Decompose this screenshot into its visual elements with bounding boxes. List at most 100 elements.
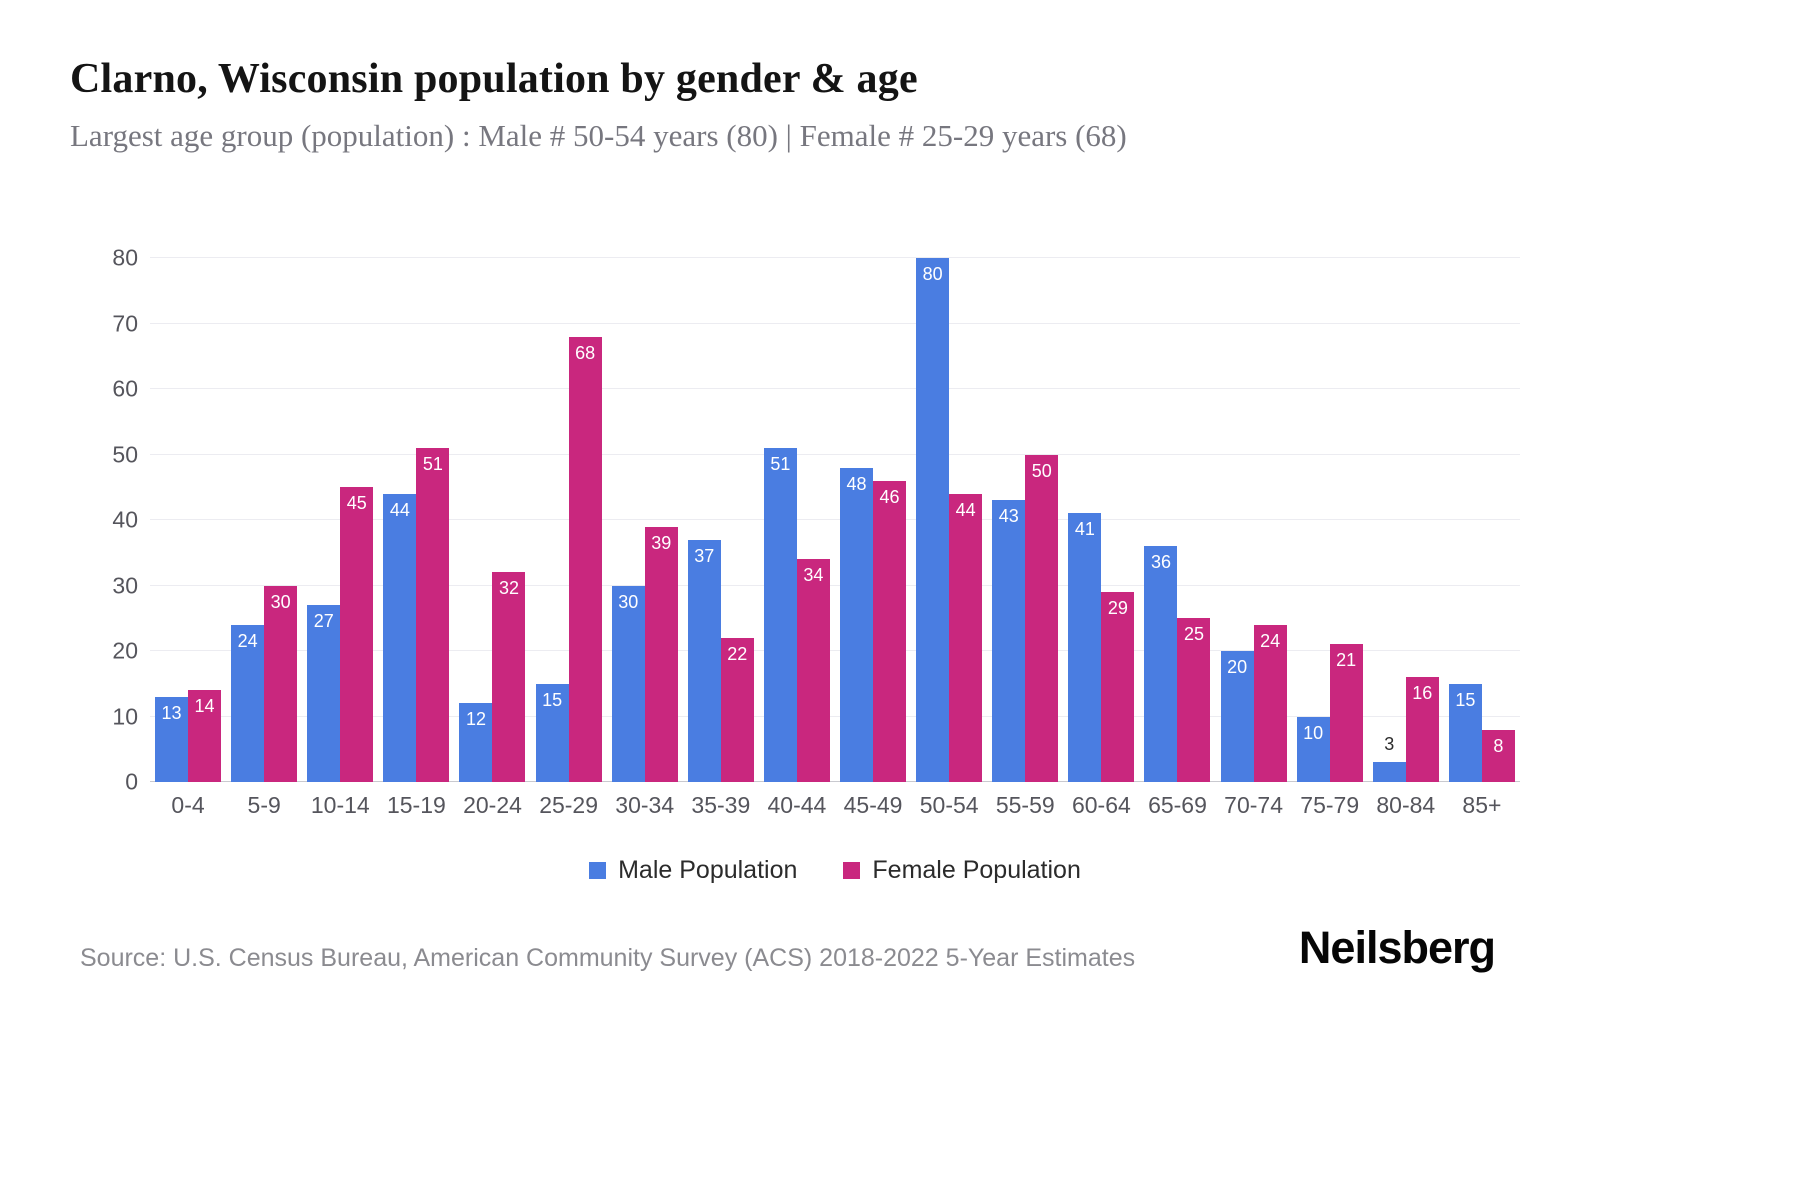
bar-male-65-69[interactable]: 36 xyxy=(1144,546,1178,782)
bar-value-label: 27 xyxy=(313,611,334,632)
bar-value-label: 44 xyxy=(389,499,410,520)
bar-value-label: 15 xyxy=(542,689,563,710)
gridline xyxy=(150,715,1520,717)
y-tick-label: 10 xyxy=(112,703,138,729)
bar-value-label: 30 xyxy=(618,591,639,612)
bar-value-label: 43 xyxy=(998,506,1019,527)
bar-value-label: 34 xyxy=(803,565,824,586)
male-legend-swatch-icon xyxy=(589,862,607,879)
bar-male-5-9[interactable]: 24 xyxy=(231,624,265,782)
bar-female-0-4[interactable]: 14 xyxy=(188,690,222,782)
bar-male-35-39[interactable]: 37 xyxy=(687,539,721,782)
x-tick-label: 85+ xyxy=(1462,792,1502,818)
bar-value-label: 45 xyxy=(346,493,367,514)
bar-female-75-79[interactable]: 21 xyxy=(1329,644,1363,782)
legend-label-female: Female Population xyxy=(872,856,1081,884)
bar-female-45-49[interactable]: 46 xyxy=(873,480,907,782)
bar-group-0-4: 13 14 xyxy=(150,258,226,782)
bar-male-85+[interactable]: 15 xyxy=(1448,683,1482,782)
bar-female-80-84[interactable]: 16 xyxy=(1405,677,1439,782)
gridline xyxy=(150,388,1520,389)
bar-value-label: 20 xyxy=(1227,657,1248,677)
bar-male-10-14[interactable]: 27 xyxy=(307,605,341,782)
plot-area: 13 14 24 30 27 45 44 51 12 32 15 68 30 39 37 22 51 34 48 46… xyxy=(150,257,1520,782)
bar-male-40-44[interactable]: 51 xyxy=(763,447,797,782)
bar-male-60-64[interactable]: 41 xyxy=(1068,513,1102,782)
chart-subtitle: Largest age group (population) : Male # … xyxy=(70,118,1127,153)
chart-title: Clarno, Wisconsin population by gender &… xyxy=(70,56,918,102)
bar-female-10-14[interactable]: 45 xyxy=(340,487,374,782)
legend-label-male: Male Population xyxy=(618,856,798,884)
bar-female-65-69[interactable]: 25 xyxy=(1177,618,1211,782)
bar-female-35-39[interactable]: 22 xyxy=(720,637,754,782)
y-tick-label: 70 xyxy=(112,310,138,336)
bar-value-label: 32 xyxy=(498,578,519,599)
bar-value-label: 10 xyxy=(1303,722,1324,743)
bar-male-80-84[interactable]: 3 xyxy=(1372,734,1406,782)
bar-value-label: 16 xyxy=(1412,683,1433,704)
bar-female-50-54[interactable]: 44 xyxy=(949,493,983,782)
bar-female-15-19[interactable]: 51 xyxy=(416,447,450,782)
bar-value-label: 24 xyxy=(1260,630,1281,651)
bar-group-80-84: 3 16 xyxy=(1368,258,1444,782)
female-legend-swatch-icon xyxy=(843,862,861,879)
bar-female-70-74[interactable]: 24 xyxy=(1253,624,1287,782)
x-tick-label: 0-4 xyxy=(171,792,205,818)
x-tick-label: 25-29 xyxy=(539,792,599,818)
y-tick-label: 0 xyxy=(125,768,138,795)
bar-male-50-54[interactable]: 80 xyxy=(916,258,950,782)
bar-female-85+[interactable]: 8 xyxy=(1481,729,1515,782)
bar-male-75-79[interactable]: 10 xyxy=(1296,716,1330,782)
bar-male-15-19[interactable]: 44 xyxy=(383,493,417,782)
bar-value-label: 51 xyxy=(770,453,791,474)
legend: Male Population Female Population xyxy=(150,856,1520,885)
y-tick-label: 40 xyxy=(112,506,138,533)
bar-female-40-44[interactable]: 34 xyxy=(796,559,830,782)
bar-value-label: 22 xyxy=(727,643,748,664)
bar-group-70-74: 20 24 xyxy=(1216,258,1292,782)
bar-male-0-4[interactable]: 13 xyxy=(155,696,189,782)
y-tick-label: 30 xyxy=(112,572,138,598)
gridline xyxy=(150,650,1520,651)
y-tick-label: 20 xyxy=(112,637,138,664)
bar-value-label: 39 xyxy=(651,532,672,553)
legend-item-male[interactable]: Male Population xyxy=(589,856,797,885)
bar-female-5-9[interactable]: 30 xyxy=(264,585,298,782)
bar-value-label: 3 xyxy=(1384,734,1395,755)
bar-male-20-24[interactable]: 12 xyxy=(459,703,493,782)
bar-value-label: 13 xyxy=(161,702,182,723)
bar-group-10-14: 27 45 xyxy=(302,258,378,782)
bar-female-55-59[interactable]: 50 xyxy=(1025,454,1059,782)
bar-group-85+: 15 8 xyxy=(1444,258,1520,782)
x-tick-label: 40-44 xyxy=(767,792,827,818)
bar-value-label: 12 xyxy=(465,709,486,730)
x-tick-label: 30-34 xyxy=(615,792,675,818)
gridline xyxy=(150,519,1520,520)
x-axis: 0-4 5-9 10-14 15-19 20-24 25-29 30-34 35-39 40-4… xyxy=(150,792,1520,819)
bar-value-label: 25 xyxy=(1183,624,1204,645)
x-tick-label: 60-64 xyxy=(1071,792,1131,818)
bar-group-45-49: 48 46 xyxy=(835,258,911,782)
bar-group-65-69: 36 25 xyxy=(1139,258,1215,782)
bar-female-30-34[interactable]: 39 xyxy=(644,526,678,782)
bar-male-25-29[interactable]: 15 xyxy=(535,683,569,782)
bar-female-20-24[interactable]: 32 xyxy=(492,572,526,782)
gridline xyxy=(150,453,1520,455)
bar-male-30-34[interactable]: 30 xyxy=(611,585,645,782)
legend-item-female[interactable]: Female Population xyxy=(843,856,1081,885)
x-tick-label: 55-59 xyxy=(995,792,1055,818)
gridline xyxy=(150,322,1520,324)
bar-value-label: 30 xyxy=(270,591,291,612)
bar-male-45-49[interactable]: 48 xyxy=(840,467,874,782)
y-tick-label: 80 xyxy=(112,244,138,271)
bar-value-label: 15 xyxy=(1455,689,1476,710)
bar-male-70-74[interactable]: 20 xyxy=(1220,651,1254,782)
x-tick-label: 20-24 xyxy=(463,792,522,818)
bar-male-55-59[interactable]: 43 xyxy=(992,500,1026,782)
bar-female-25-29[interactable]: 68 xyxy=(568,336,602,782)
gridline xyxy=(150,584,1520,586)
bar-value-label: 41 xyxy=(1074,519,1095,540)
bar-group-60-64: 41 29 xyxy=(1063,258,1139,782)
bar-female-60-64[interactable]: 29 xyxy=(1101,592,1135,782)
